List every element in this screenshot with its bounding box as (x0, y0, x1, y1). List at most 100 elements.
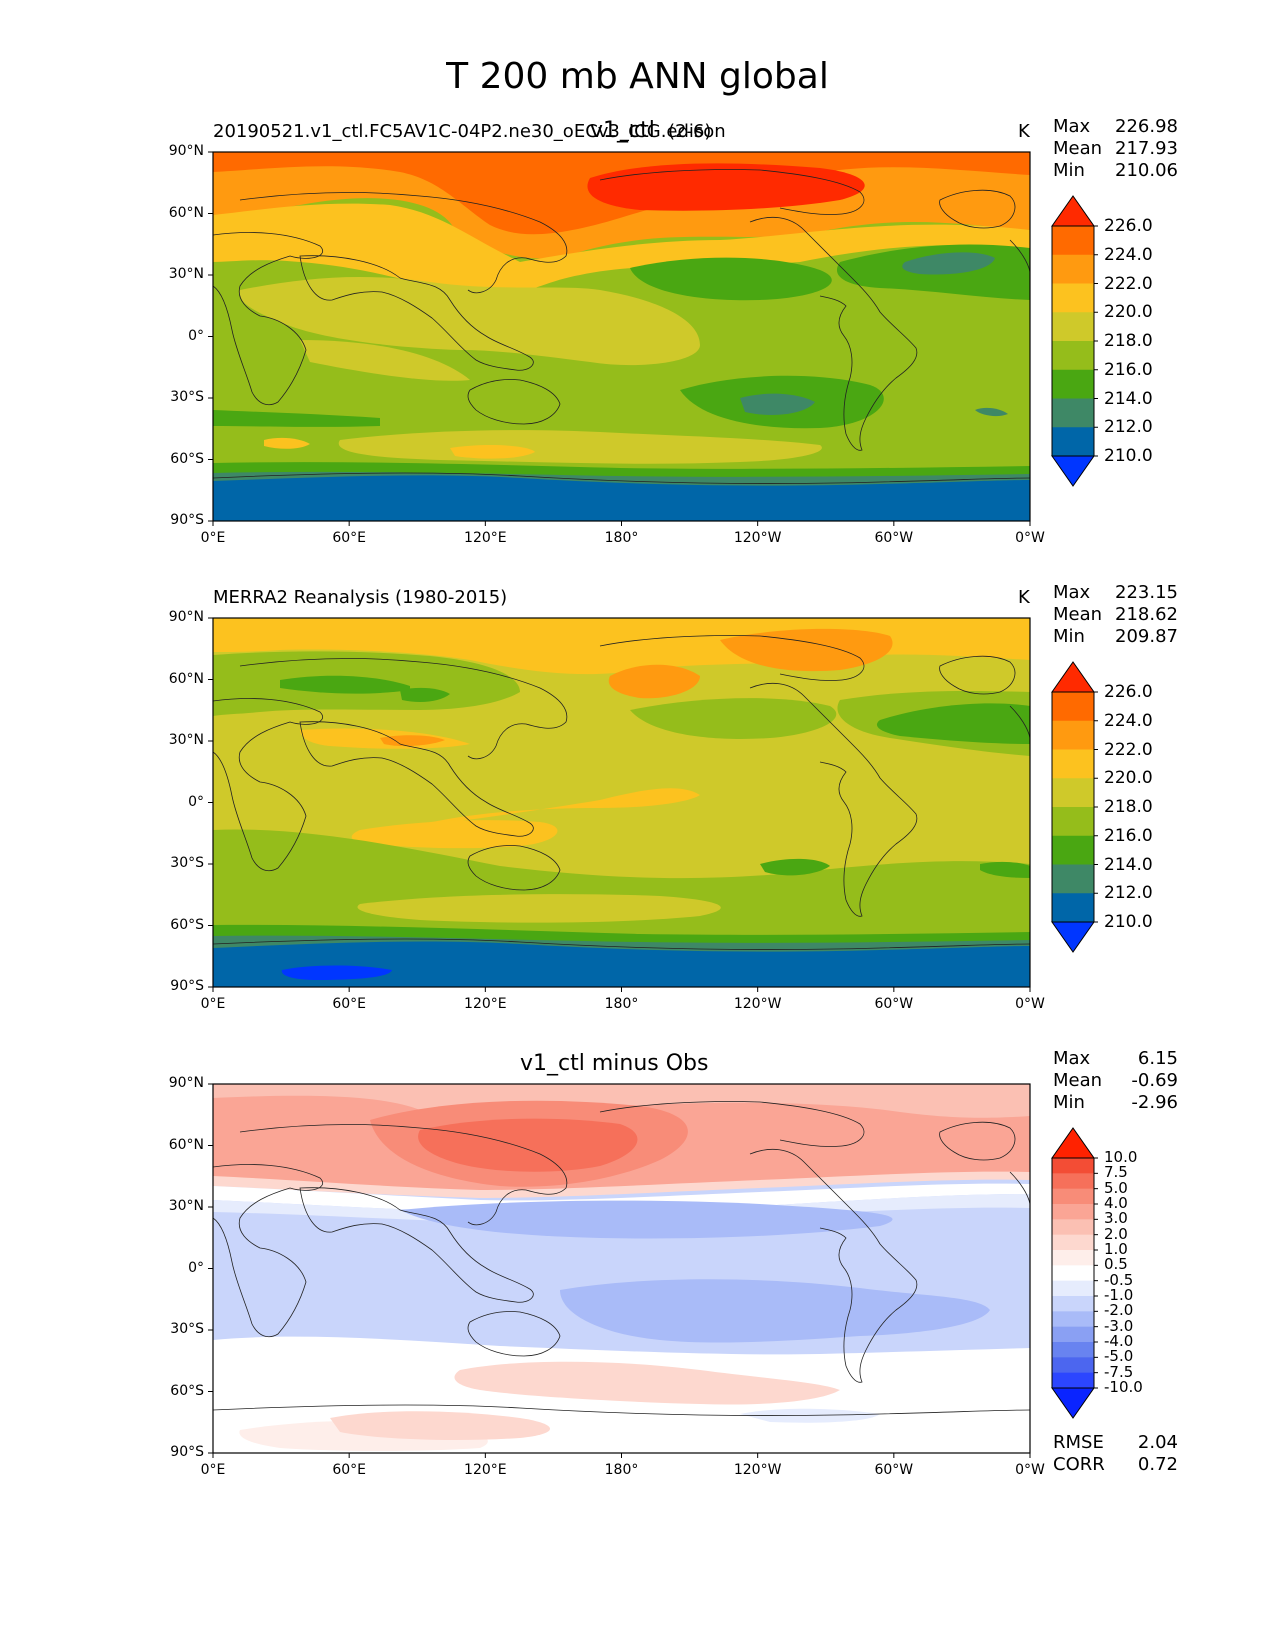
panel1-colorbar-segment (1052, 398, 1094, 428)
panel2-units: K (1018, 587, 1030, 608)
panel3-colorbar-segment (1052, 1296, 1094, 1312)
panel2-ytick-label: 60°N (168, 670, 204, 687)
panel3-xtick-label: 60°E (332, 1462, 366, 1478)
panel2-min-value: 209.87 (1115, 626, 1178, 647)
panel1-colorbar-label: 220.0 (1104, 302, 1153, 323)
panel3-xtick-label: 120°E (464, 1462, 507, 1478)
panel3-xtick-label: 120°W (733, 1462, 782, 1478)
panel3-colorbar-segment (1052, 1280, 1094, 1297)
panel1-ytick-label: 30°N (168, 266, 204, 282)
panel1-title-left: 20190521.v1_ctl.FC5AV1C-04P2.ne30_oECv3_… (213, 121, 726, 142)
panel1-title-center: v1_ctl (590, 118, 655, 143)
panel2-colorbar-label: 220.0 (1104, 768, 1153, 789)
panel3-colorbar-segment (1052, 1173, 1094, 1190)
panel1-xtick-label: 180° (604, 530, 639, 546)
panel2-colorbar-label: 218.0 (1104, 797, 1153, 817)
panel1-map (213, 152, 1030, 521)
panel3-colorbar-label: -7.5 (1104, 1362, 1134, 1381)
panel3-max-label: Max (1053, 1048, 1091, 1069)
panel1-xtick-label: 60°W (874, 530, 914, 546)
panel2-colorbar-segment (1052, 720, 1094, 750)
panel2-xtick-label: 180° (604, 996, 639, 1012)
panel2-colorbar-label: 212.0 (1104, 883, 1153, 904)
panel2-mean-label: Mean (1053, 604, 1103, 625)
panel1-colorbar-label: 210.0 (1104, 446, 1153, 466)
panel3-colorbar-label: 5.0 (1104, 1178, 1128, 1197)
panel3-colorbar-segment (1052, 1357, 1094, 1374)
panel3-mean-value: -0.69 (1131, 1070, 1178, 1091)
panel2-colorbar-label: 226.0 (1104, 682, 1153, 702)
panel1-max-value: 226.98 (1115, 116, 1178, 137)
panel3-xtick-label: 0°W (1015, 1462, 1045, 1478)
panel1-xtick-label: 0°E (200, 530, 226, 546)
panel2-colorbar-segment (1052, 807, 1094, 837)
panel3-xtick-label: 180° (604, 1462, 639, 1478)
panel3-colorbar-label: 0.5 (1104, 1255, 1128, 1274)
panel3-ytick-label: 30°N (168, 1198, 204, 1214)
panel2-colorbar-label: 216.0 (1104, 825, 1153, 846)
panel2-xtick-label: 0°E (200, 996, 226, 1012)
panel3-colorbar-label: -3.0 (1104, 1316, 1134, 1335)
panel1-colorbar-segment (1052, 312, 1094, 342)
panel3-min-value: -2.96 (1131, 1092, 1178, 1113)
panel3-ytick-label: 60°N (168, 1136, 204, 1153)
panel3-colorbar-label: 7.5 (1104, 1163, 1128, 1182)
panel2-xtick-label: 60°W (874, 996, 914, 1012)
panel1-title-right: (2-6) (668, 121, 712, 142)
panel1-units: K (1018, 121, 1030, 142)
panel2-colorbar-segment (1052, 778, 1094, 808)
panel3-colorbar-segment (1052, 1204, 1094, 1220)
panel2-ytick-label: 30°S (170, 855, 204, 871)
panel2-colorbar-segment (1052, 692, 1094, 722)
panel1-colorbar-segment (1052, 427, 1094, 457)
panel3-colorbar-frame (1051, 1157, 1095, 1389)
panel2-colorbar-segment (1052, 749, 1094, 779)
panel2-colorbar-segment (1052, 864, 1094, 894)
panel2-colorbar-segment (1052, 835, 1094, 865)
panel1-ytick-label: 0° (188, 327, 204, 344)
panel3-colorbar-segment (1052, 1234, 1094, 1251)
panel2-colorbar-segment (1052, 893, 1094, 923)
panel1-mean-value: 217.93 (1115, 138, 1178, 159)
panel3-colorbar-label: -4.0 (1104, 1332, 1134, 1350)
panel3-rmse-label: RMSE (1053, 1432, 1104, 1453)
panel3-colorbar-label: 2.0 (1104, 1224, 1128, 1243)
panel2-colorbar-extend-max (1051, 661, 1095, 693)
panel1-colorbar-segment (1052, 226, 1094, 256)
panel3-colorbar-label: -5.0 (1104, 1347, 1134, 1366)
panel3-colorbar-label: 3.0 (1104, 1209, 1128, 1228)
panel1-xtick-label: 60°E (332, 530, 366, 546)
panel3-colorbar-label: -1.0 (1104, 1286, 1134, 1304)
panel3-colorbar-segment (1052, 1158, 1094, 1174)
panel1-colorbar-extend-max (1051, 195, 1095, 227)
panel2-colorbar-label: 214.0 (1104, 854, 1153, 875)
panel1-min-label: Min (1053, 160, 1085, 181)
panel1-colorbar-label: 216.0 (1104, 359, 1153, 380)
panel3-ytick-label: 90°S (170, 1444, 204, 1460)
panel3-colorbar-label: -0.5 (1104, 1270, 1134, 1289)
panel3-colorbar-label: 1.0 (1104, 1240, 1128, 1258)
panel1-xtick-label: 0°W (1015, 530, 1045, 546)
panel1-colorbar-extend-min (1051, 455, 1095, 487)
panel1-colorbar-label: 214.0 (1104, 388, 1153, 409)
panel2-xtick-label: 0°W (1015, 996, 1045, 1012)
panel2-xtick-label: 120°E (464, 996, 507, 1012)
panel1-min-value: 210.06 (1115, 160, 1178, 181)
panel2-max-label: Max (1053, 582, 1091, 603)
panel3-xtick-label: 0°E (200, 1462, 226, 1478)
panel1-colorbar-label: 222.0 (1104, 273, 1153, 294)
panel3-ytick-label: 90°N (168, 1075, 204, 1091)
panel1-mean-label: Mean (1053, 138, 1103, 159)
panel3-colorbar-extend-max (1051, 1127, 1095, 1159)
panel3-colorbar-label: -2.0 (1104, 1301, 1134, 1320)
panel3-colorbar-segment (1052, 1372, 1094, 1389)
panel3-corr-value: 0.72 (1137, 1454, 1178, 1475)
panel2-ytick-label: 90°S (170, 978, 204, 994)
panel3-colorbar-label: 10.0 (1104, 1148, 1138, 1166)
panel2-map (213, 618, 1030, 987)
panel1-colorbar-segment (1052, 254, 1094, 284)
panel3-colorbar-segment (1052, 1250, 1094, 1266)
panel2-min-label: Min (1053, 626, 1085, 647)
panel1-ytick-label: 30°S (170, 389, 204, 405)
